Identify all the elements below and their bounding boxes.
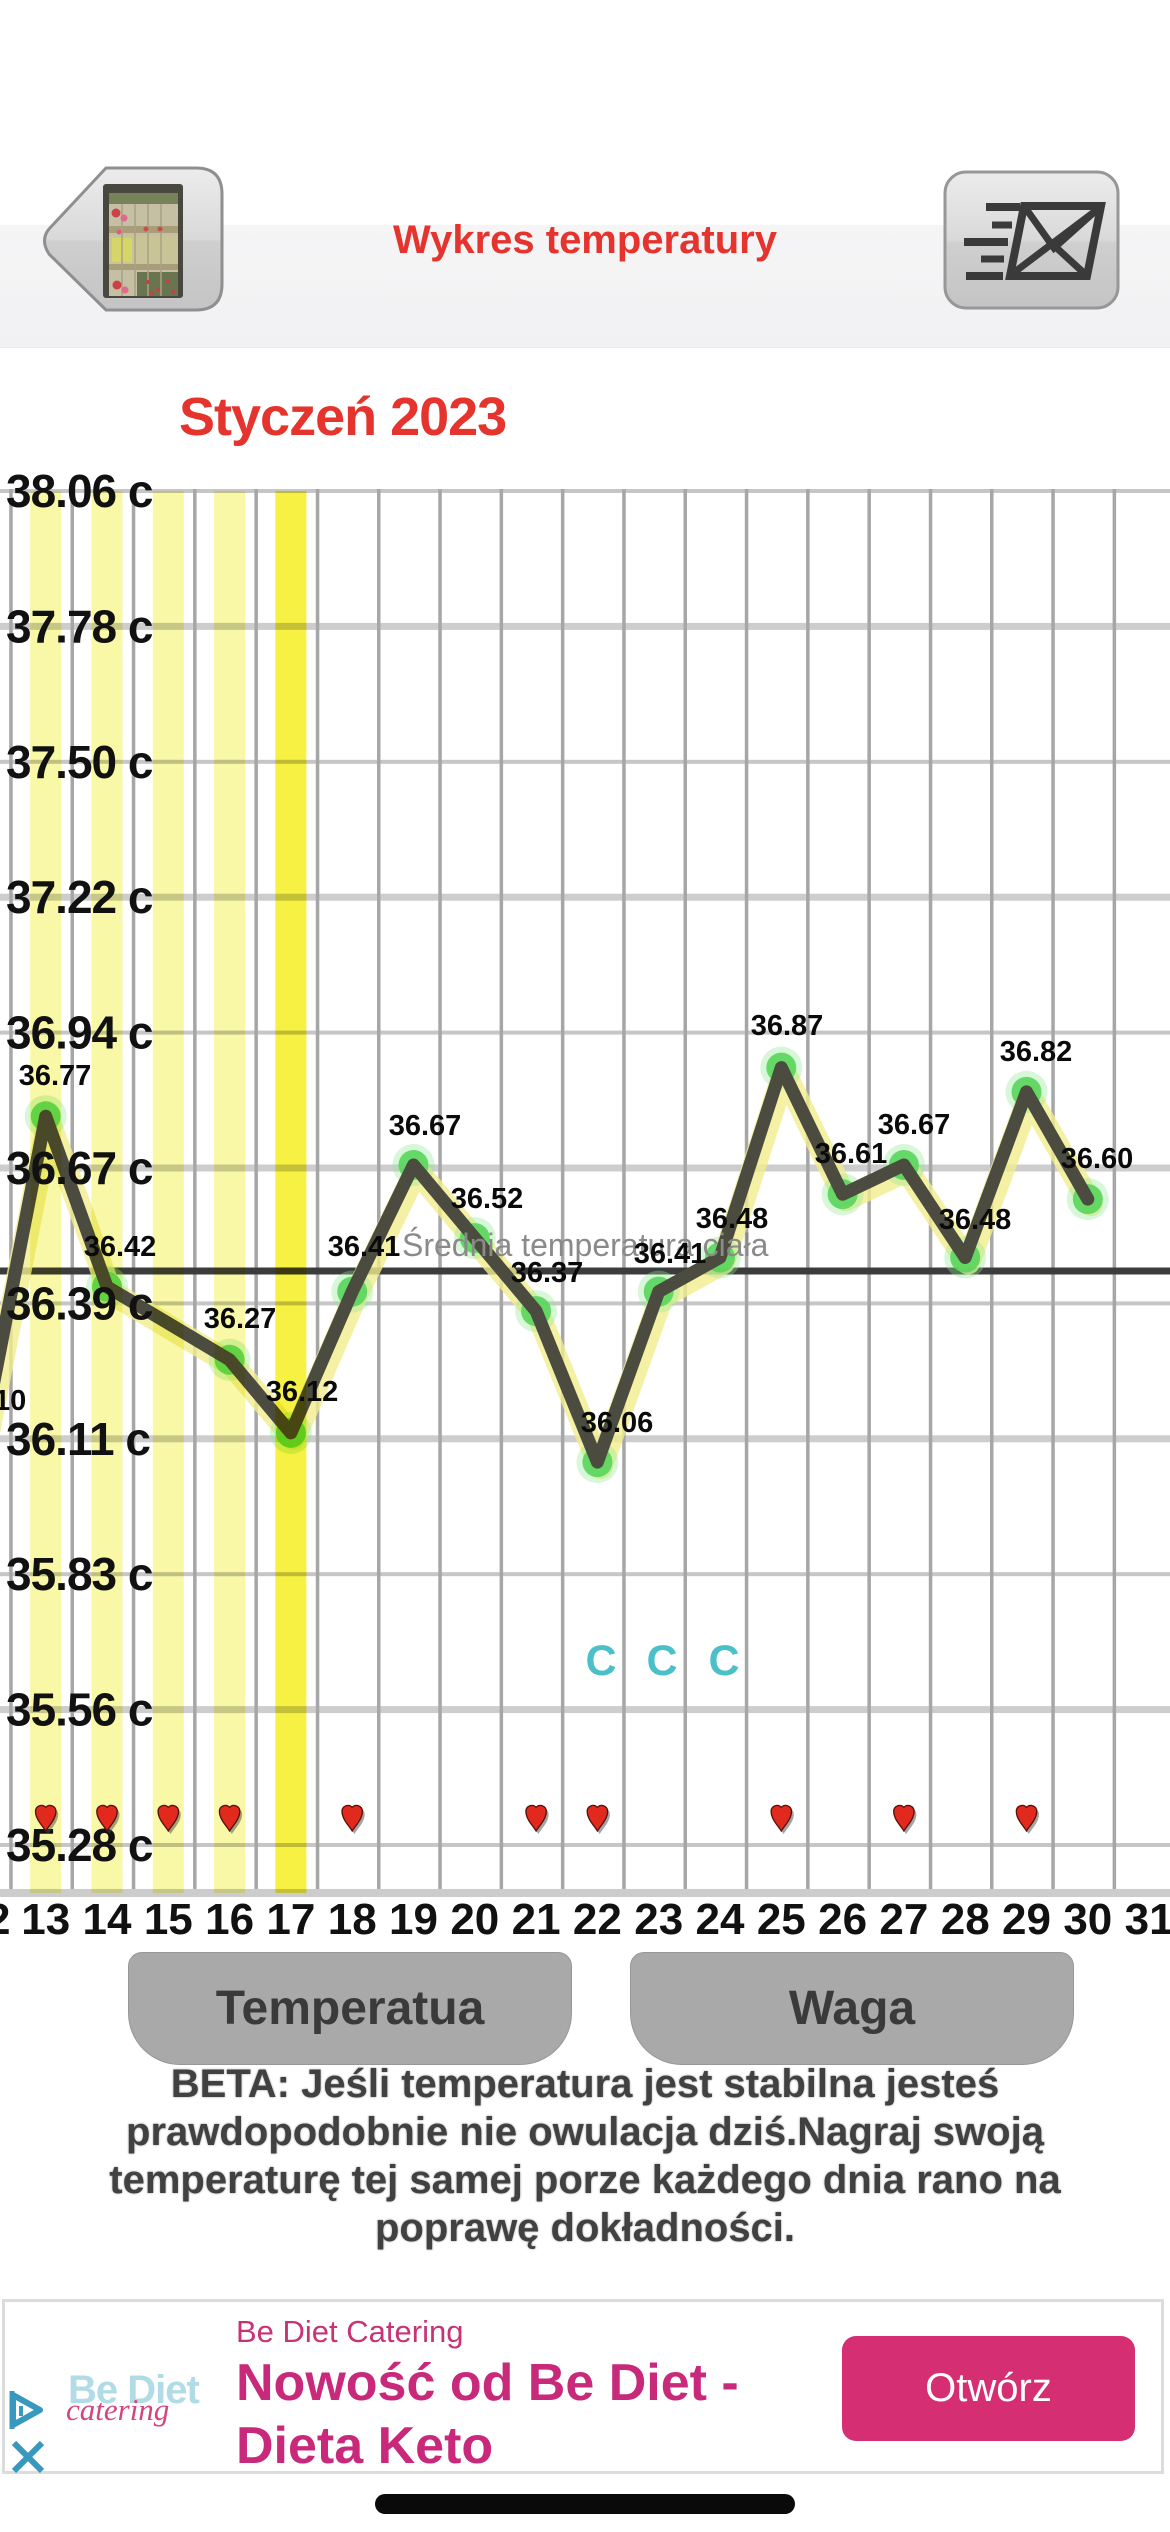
svg-text:36.10: 36.10: [0, 1385, 26, 1417]
svg-text:36.11 c: 36.11 c: [6, 1413, 150, 1465]
svg-text:18: 18: [328, 1895, 377, 1944]
svg-text:25: 25: [757, 1895, 806, 1944]
svg-text:36.67: 36.67: [878, 1109, 951, 1141]
svg-text:28: 28: [941, 1895, 990, 1944]
svg-text:20: 20: [450, 1895, 499, 1944]
svg-text:36.87: 36.87: [751, 1010, 824, 1042]
svg-text:27: 27: [879, 1895, 928, 1944]
svg-text:36.60: 36.60: [1061, 1143, 1134, 1175]
svg-text:13: 13: [21, 1895, 70, 1944]
svg-text:37.22 c: 37.22 c: [6, 871, 153, 923]
svg-text:36.61: 36.61: [815, 1138, 888, 1170]
svg-text:31: 31: [1125, 1895, 1170, 1944]
svg-text:36.67 c: 36.67 c: [6, 1142, 153, 1194]
svg-text:35.28 c: 35.28 c: [6, 1819, 153, 1871]
svg-text:24: 24: [696, 1895, 745, 1944]
svg-text:30: 30: [1063, 1895, 1112, 1944]
svg-text:35.83 c: 35.83 c: [6, 1548, 153, 1600]
svg-text:36.41: 36.41: [634, 1238, 707, 1270]
svg-text:26: 26: [818, 1895, 867, 1944]
svg-text:36.48: 36.48: [696, 1203, 769, 1235]
svg-text:36.27: 36.27: [204, 1303, 277, 1335]
svg-text:C: C: [585, 1637, 616, 1685]
svg-text:36.82: 36.82: [1000, 1036, 1073, 1068]
svg-text:36.42: 36.42: [84, 1231, 157, 1263]
svg-text:17: 17: [266, 1895, 315, 1944]
svg-text:Be Diet: Be Diet: [68, 2368, 199, 2412]
svg-text:12: 12: [0, 1895, 10, 1944]
svg-text:35.56 c: 35.56 c: [6, 1684, 153, 1736]
svg-text:21: 21: [512, 1895, 561, 1944]
svg-text:36.06: 36.06: [581, 1407, 654, 1439]
svg-text:36.94 c: 36.94 c: [6, 1007, 153, 1059]
svg-text:16: 16: [205, 1895, 254, 1944]
svg-text:37.50 c: 37.50 c: [6, 736, 153, 788]
svg-text:C: C: [646, 1637, 677, 1685]
svg-text:36.77: 36.77: [19, 1060, 92, 1092]
svg-text:19: 19: [389, 1895, 438, 1944]
svg-text:36.41: 36.41: [328, 1231, 401, 1263]
svg-text:36.48: 36.48: [939, 1204, 1012, 1236]
svg-text:29: 29: [1002, 1895, 1051, 1944]
svg-text:14: 14: [83, 1895, 132, 1944]
svg-text:38.06 c: 38.06 c: [6, 465, 153, 517]
svg-text:36.12: 36.12: [266, 1376, 339, 1408]
svg-text:36.52: 36.52: [451, 1183, 524, 1215]
svg-text:23: 23: [634, 1895, 683, 1944]
svg-text:36.37: 36.37: [511, 1257, 584, 1289]
svg-text:C: C: [708, 1637, 739, 1685]
svg-text:Średnia temperatura ciała: Średnia temperatura ciała: [402, 1227, 769, 1263]
svg-text:37.78 c: 37.78 c: [6, 600, 153, 652]
svg-text:36.39 c: 36.39 c: [6, 1277, 153, 1329]
svg-text:15: 15: [144, 1895, 193, 1944]
svg-text:22: 22: [573, 1895, 622, 1944]
svg-text:catering: catering: [66, 2392, 169, 2427]
svg-text:36.67: 36.67: [389, 1110, 462, 1142]
